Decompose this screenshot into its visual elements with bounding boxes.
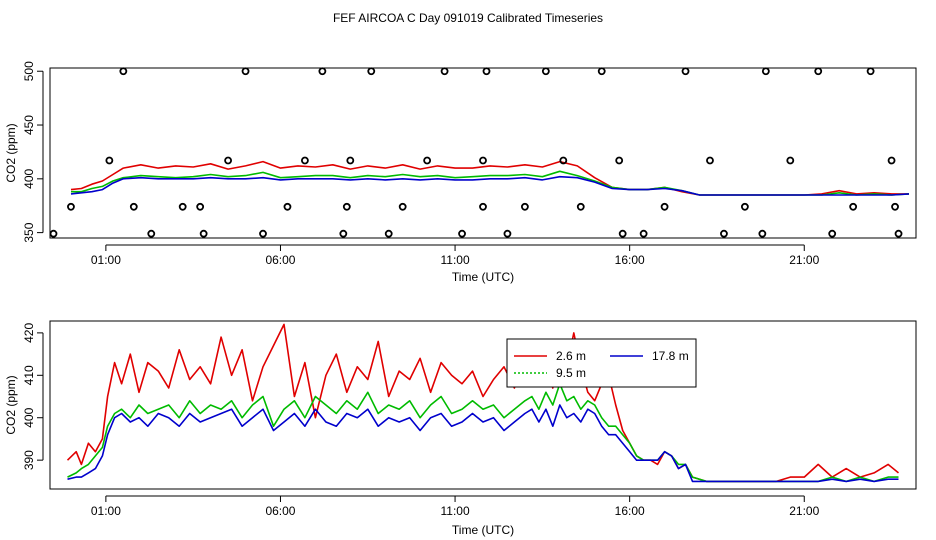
- bottom-y-tick-label: 400: [22, 407, 36, 427]
- calibration-point: [67, 202, 75, 211]
- calibration-point: [891, 202, 899, 211]
- calibration-point: [458, 229, 466, 238]
- bottom-x-tick-label: 11:00: [440, 504, 469, 518]
- calibration-point: [660, 202, 669, 211]
- calibration-point: [615, 156, 624, 165]
- bottom-y-tick-label: 390: [22, 450, 36, 470]
- calibration-point: [576, 202, 585, 211]
- top-x-tick-label: 06:00: [265, 253, 295, 267]
- calibration-point: [367, 67, 376, 76]
- top-series-line-17-8-m: [70, 175, 910, 196]
- bottom-series-line-17-8-m: [67, 404, 899, 483]
- legend-label-9-5m: 9.5 m: [556, 366, 586, 380]
- bottom-x-tick-label: 01:00: [91, 504, 121, 518]
- top-calibration-points: [49, 67, 903, 238]
- calibration-point: [559, 156, 568, 165]
- calibration-point: [339, 229, 348, 238]
- calibration-point: [828, 229, 837, 238]
- top-x-tick-label: 21:00: [789, 253, 819, 267]
- bottom-y-tick-label: 420: [22, 323, 36, 343]
- calibration-point: [761, 67, 770, 76]
- top-panel: 01:00 06:00 11:00 16:00 21:00 350 400 450 500 T…: [4, 61, 917, 284]
- calibration-point: [398, 202, 407, 211]
- calibration-point: [49, 229, 58, 238]
- calibration-point: [479, 156, 487, 165]
- calibration-point: [178, 202, 187, 211]
- calibration-point: [119, 67, 128, 76]
- top-x-tick-label: 01:00: [91, 253, 121, 267]
- calibration-point: [440, 67, 449, 76]
- legend-box: [506, 338, 697, 388]
- calibration-point: [384, 229, 393, 238]
- calibration-point: [224, 156, 232, 165]
- bottom-y-tick-label: 410: [22, 365, 36, 385]
- calibration-point: [342, 202, 351, 211]
- legend: 2.6 m 9.5 m 17.8 m: [506, 338, 697, 388]
- calibration-point: [318, 67, 327, 76]
- bottom-y-axis: 390 400 410 420: [22, 323, 44, 470]
- top-y-tick-label: 450: [22, 115, 36, 135]
- top-x-tick-label: 11:00: [440, 253, 469, 267]
- bottom-x-axis-label: Time (UTC): [452, 523, 514, 537]
- calibration-point: [720, 229, 728, 238]
- legend-label-17-8m: 17.8 m: [652, 349, 689, 363]
- bottom-y-axis-label: CO2 (ppm): [4, 375, 18, 434]
- bottom-plot-frame: [49, 320, 917, 490]
- calibration-point: [283, 202, 292, 211]
- figure-title: FEF AIRCOA C Day 091019 Calibrated Times…: [333, 11, 603, 25]
- calibration-point: [639, 229, 648, 238]
- calibration-point: [301, 156, 309, 165]
- bottom-series-line-9-5-m: [67, 382, 899, 483]
- calibration-point: [482, 67, 491, 76]
- calibration-point: [786, 156, 795, 165]
- bottom-x-tick-label: 16:00: [615, 504, 645, 518]
- calibration-point: [129, 202, 138, 211]
- calibration-point: [521, 202, 529, 211]
- calibration-point: [706, 156, 714, 165]
- calibration-point: [199, 229, 208, 238]
- calibration-point: [758, 229, 767, 238]
- legend-label-2-6m: 2.6 m: [556, 349, 586, 363]
- calibration-point: [866, 67, 875, 76]
- bottom-x-tick-label: 06:00: [265, 504, 295, 518]
- bottom-series-group: [66, 323, 900, 483]
- top-y-tick-label: 400: [22, 168, 36, 188]
- top-series-group: [70, 160, 910, 196]
- top-y-tick-label: 350: [22, 222, 36, 242]
- calibration-point: [503, 229, 512, 238]
- calibration-point: [147, 229, 156, 238]
- calibration-point: [849, 202, 858, 211]
- calibration-point: [196, 202, 205, 211]
- calibration-point: [681, 67, 690, 76]
- top-y-axis: 350 400 450 500: [22, 61, 44, 243]
- calibration-point: [740, 202, 749, 211]
- top-x-tick-label: 16:00: [615, 253, 645, 267]
- calibration-point: [259, 229, 267, 238]
- bottom-x-tick-label: 21:00: [789, 504, 819, 518]
- calibration-point: [541, 67, 550, 76]
- top-y-tick-label: 500: [22, 61, 36, 81]
- calibration-point: [894, 229, 903, 238]
- calibration-point: [618, 229, 627, 238]
- top-y-axis-label: CO2 (ppm): [4, 123, 18, 182]
- top-plot-frame: [49, 67, 917, 239]
- top-series-line-9-5-m: [71, 170, 910, 196]
- calibration-point: [479, 202, 487, 211]
- calibration-point: [597, 67, 606, 76]
- calibration-point: [887, 156, 896, 165]
- calibration-point: [423, 156, 432, 165]
- bottom-x-axis: 01:00 06:00 11:00 16:00 21:00: [91, 495, 820, 518]
- top-x-axis: 01:00 06:00 11:00 16:00 21:00: [91, 244, 820, 267]
- calibration-point: [346, 156, 355, 165]
- bottom-panel: 01:00 06:00 11:00 16:00 21:00 390 400 410 420 T…: [4, 320, 917, 537]
- calibration-point: [241, 67, 250, 76]
- calibration-point: [814, 67, 823, 76]
- top-x-axis-label: Time (UTC): [452, 270, 514, 284]
- calibration-point: [105, 156, 114, 165]
